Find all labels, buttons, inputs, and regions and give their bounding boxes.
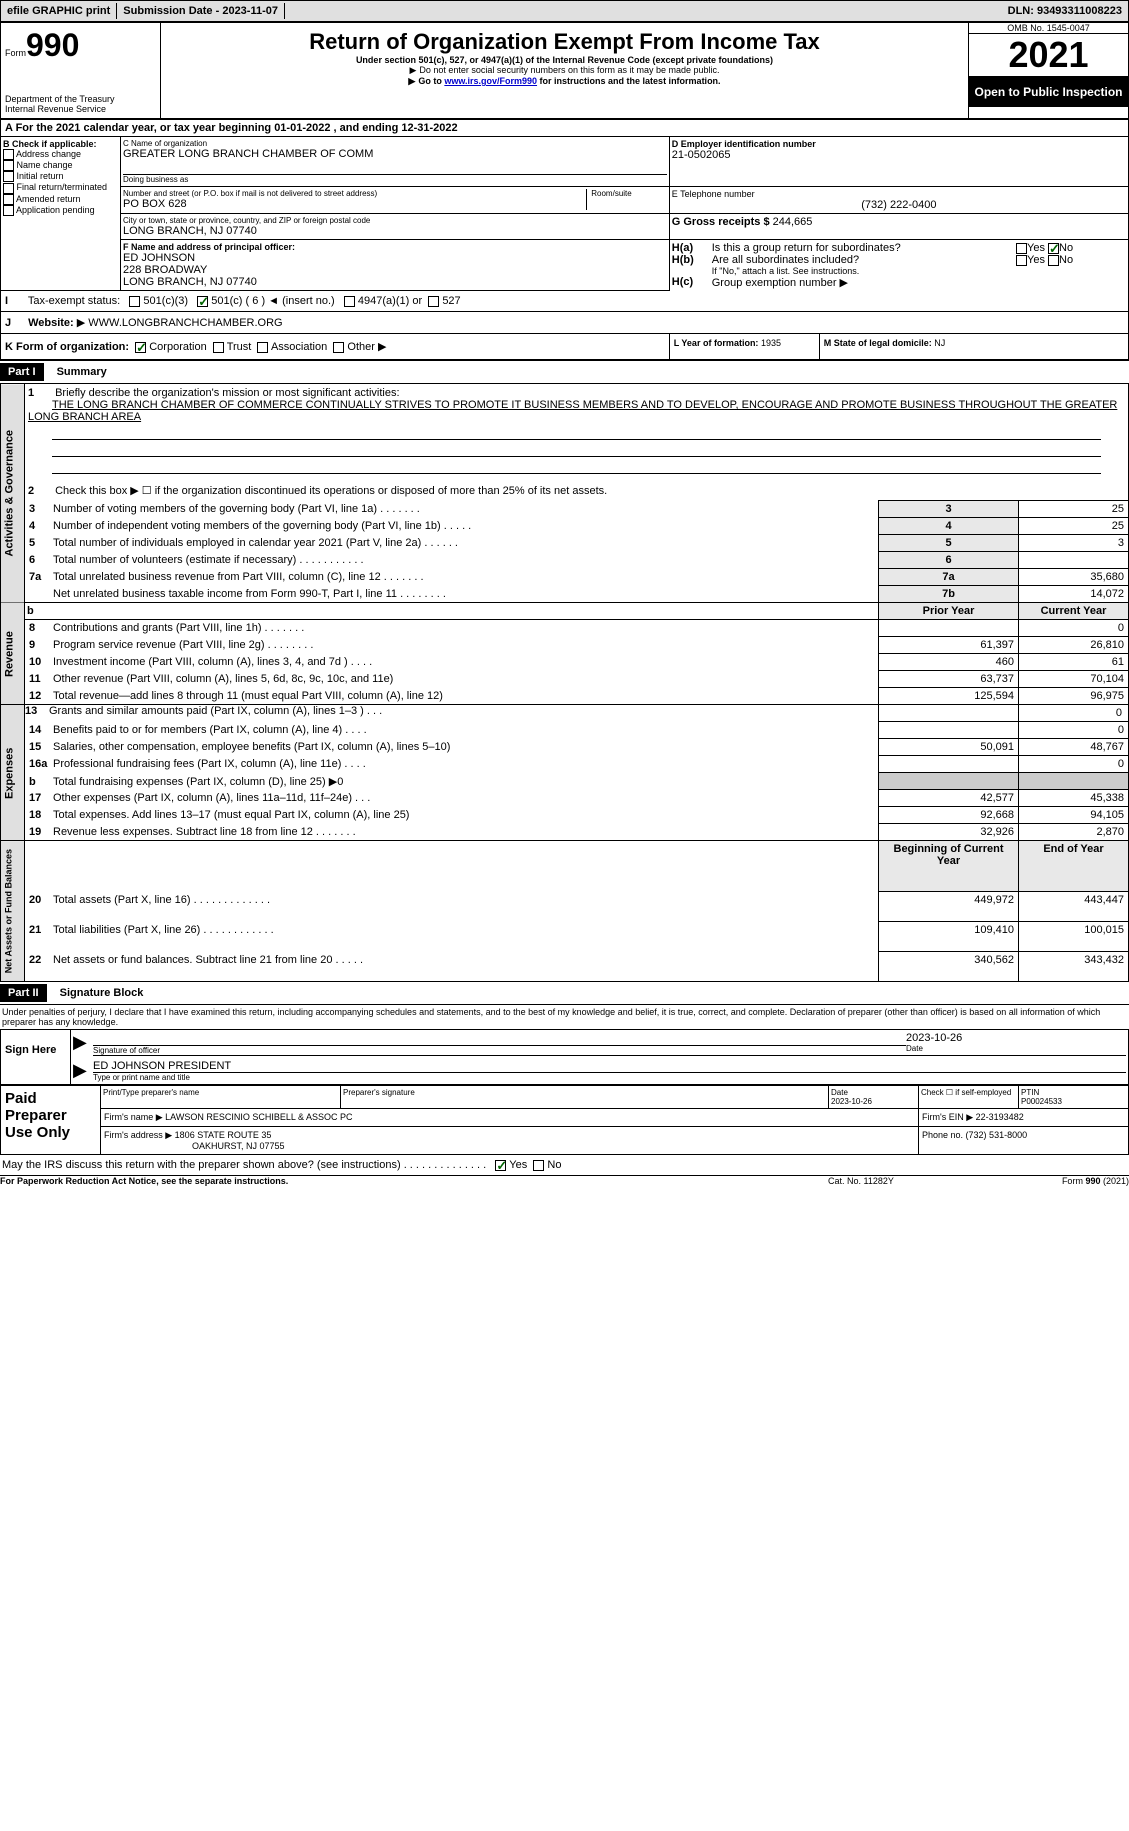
officer-printed-name: ED JOHNSON PRESIDENT <box>93 1060 1126 1072</box>
form-org-label: K Form of organization: <box>5 341 129 353</box>
form-header: Form990 Department of the Treasury Inter… <box>0 22 1129 119</box>
part2-header: Part II Signature Block <box>0 982 1129 1005</box>
form-number: 990 <box>26 27 79 63</box>
city-label: City or town, state or province, country… <box>123 216 667 225</box>
self-employed: Check ☐ if self-employed <box>919 1086 1019 1109</box>
hb-note: If "No," attach a list. See instructions… <box>712 266 1126 276</box>
firm-name: LAWSON RESCINIO SCHIBELL & ASSOC PC <box>165 1112 352 1122</box>
footer-formref: Form 990 (2021) <box>949 1176 1129 1186</box>
officer-street: 228 BROADWAY <box>123 264 667 276</box>
officer-name: ED JOHNSON <box>123 252 667 264</box>
tax-year-line: A For the 2021 calendar year, or tax yea… <box>1 120 1129 137</box>
sign-here-block: Sign Here ▶ Signature of officer 2023-10… <box>0 1029 1129 1085</box>
ein-label: D Employer identification number <box>672 139 1126 149</box>
phone-value: (732) 222-0400 <box>672 199 1126 211</box>
website-label: Website: <box>28 317 74 329</box>
section-revenue: Revenue <box>1 603 25 705</box>
line2-text: Check this box ▶ ☐ if the organization d… <box>55 485 607 497</box>
state-domicile: M State of legal domicile: NJ <box>819 334 1128 360</box>
paid-preparer-block: Paid Preparer Use Only Print/Type prepar… <box>0 1085 1129 1155</box>
form-label: Form <box>5 48 26 58</box>
sig-officer-label: Signature of officer <box>93 1046 906 1055</box>
entity-info: A For the 2021 calendar year, or tax yea… <box>0 119 1129 360</box>
efile-label: efile GRAPHIC print <box>1 3 117 19</box>
street-label: Number and street (or P.O. box if mail i… <box>123 189 586 198</box>
prep-sig-label: Preparer's signature <box>341 1086 829 1109</box>
section-governance: Activities & Governance <box>1 384 25 603</box>
org-name: GREATER LONG BRANCH CHAMBER OF COMM <box>123 148 667 160</box>
dept-treasury: Department of the Treasury <box>5 94 156 104</box>
date-label: Date <box>906 1044 1126 1053</box>
current-year-header: Current Year <box>1019 603 1129 620</box>
tax-year: 2021 <box>969 34 1128 77</box>
room-label: Room/suite <box>587 189 667 210</box>
dba-label: Doing business as <box>123 174 667 184</box>
part1-body: Activities & Governance 1 Briefly descri… <box>0 384 1129 982</box>
website-value: WWW.LONGBRANCHCHAMBER.ORG <box>88 317 282 329</box>
mission-label: Briefly describe the organization's miss… <box>55 387 399 399</box>
mission-text: THE LONG BRANCH CHAMBER OF COMMERCE CONT… <box>28 399 1117 423</box>
note-ssn: Do not enter social security numbers on … <box>167 65 962 76</box>
firm-phone: (732) 531-8000 <box>966 1130 1028 1140</box>
street-value: PO BOX 628 <box>123 198 586 210</box>
part1-header: Part I Summary <box>0 360 1129 384</box>
omb: OMB No. 1545-0047 <box>969 23 1128 34</box>
sig-date: 2023-10-26 <box>906 1032 1126 1044</box>
org-name-label: C Name of organization <box>123 139 667 148</box>
gross-receipts: G Gross receipts $ 244,665 <box>669 214 1128 240</box>
ein-value: 21-0502065 <box>672 149 1126 161</box>
city-value: LONG BRANCH, NJ 07740 <box>123 225 667 237</box>
footer: For Paperwork Reduction Act Notice, see … <box>0 1176 1129 1186</box>
open-inspection: Open to Public Inspection <box>969 77 1128 107</box>
signature-arrow-icon: ▶ <box>73 1032 93 1056</box>
officer-type-label: Type or print name and title <box>93 1072 1126 1082</box>
firm-addr2: OAKHURST, NJ 07755 <box>104 1141 285 1151</box>
section-netassets: Net Assets or Fund Balances <box>1 841 25 982</box>
tax-exempt-label: Tax-exempt status: <box>28 295 120 307</box>
declaration-text: Under penalties of perjury, I declare th… <box>0 1005 1129 1029</box>
section-expenses: Expenses <box>1 705 25 841</box>
year-formation: L Year of formation: 1935 <box>669 334 819 360</box>
prior-year-header: Prior Year <box>879 603 1019 620</box>
paid-preparer-label: Paid Preparer Use Only <box>1 1086 101 1155</box>
discuss-line: May the IRS discuss this return with the… <box>0 1155 1129 1176</box>
phone-label: E Telephone number <box>672 189 1126 199</box>
hb-label: Are all subordinates included? <box>712 254 1016 266</box>
irs-label: Internal Revenue Service <box>5 104 156 114</box>
firm-addr1: 1806 STATE ROUTE 35 <box>175 1130 272 1140</box>
check-applicable: B Check if applicable: Address change Na… <box>1 137 121 291</box>
signature-arrow-icon: ▶ <box>73 1060 93 1082</box>
firm-ein: 22-3193482 <box>976 1112 1024 1122</box>
irs-link[interactable]: www.irs.gov/Form990 <box>444 76 537 86</box>
submission-date: Submission Date - 2023-11-07 <box>117 3 285 19</box>
footer-left: For Paperwork Reduction Act Notice, see … <box>0 1176 773 1186</box>
end-year-header: End of Year <box>1019 841 1129 892</box>
sign-here-label: Sign Here <box>1 1030 71 1085</box>
dln: DLN: 93493311008223 <box>1002 3 1128 19</box>
form-subtitle: Under section 501(c), 527, or 4947(a)(1)… <box>167 55 962 65</box>
begin-year-header: Beginning of Current Year <box>879 841 1019 892</box>
officer-label: F Name and address of principal officer: <box>123 242 667 252</box>
ha-label: Is this a group return for subordinates? <box>712 242 1016 254</box>
footer-catno: Cat. No. 11282Y <box>773 1176 950 1186</box>
note-goto: Go to www.irs.gov/Form990 for instructio… <box>167 76 962 87</box>
prep-name-label: Print/Type preparer's name <box>101 1086 341 1109</box>
form-title: Return of Organization Exempt From Incom… <box>167 29 962 55</box>
top-bar: efile GRAPHIC print Submission Date - 20… <box>0 0 1129 22</box>
hc-label: Group exemption number ▶ <box>712 276 1126 289</box>
officer-city: LONG BRANCH, NJ 07740 <box>123 276 667 288</box>
